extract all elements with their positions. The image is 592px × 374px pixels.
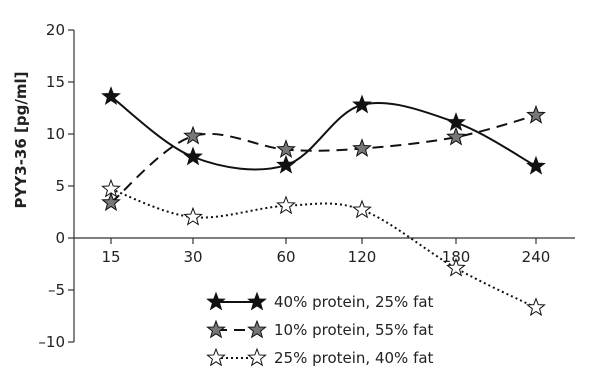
series-2-star-marker [352, 138, 372, 157]
legend-label: 40% protein, 25% fat [274, 293, 434, 311]
legend-star-icon [206, 319, 226, 339]
series-2-star-marker [276, 139, 296, 159]
series-2-star-marker [183, 125, 203, 145]
y-tick-label: 20 [46, 21, 65, 39]
y-tick-label: 5 [55, 177, 65, 195]
x-tick-label: 30 [183, 248, 202, 266]
axes: –10 –5 0 5 10 15 20 15 30 60 120 180 240 [38, 21, 575, 351]
series-1-line [110, 95, 537, 171]
series-3-star-marker [352, 199, 372, 219]
y-tick-label: 10 [46, 125, 65, 143]
y-tick-label: 0 [55, 229, 65, 247]
series-markers [101, 86, 546, 317]
x-tick-label: 240 [522, 248, 551, 266]
series-3-star-marker [183, 206, 203, 226]
x-tick-label: 15 [101, 248, 120, 266]
y-tick-label: –10 [38, 333, 65, 351]
series-3-line [110, 188, 537, 309]
legend-label: 10% protein, 55% fat [274, 321, 434, 339]
y-tick-label: –5 [48, 281, 65, 299]
series-1-star-marker [352, 94, 372, 114]
series-1-star-marker [101, 86, 121, 105]
legend-star-icon [206, 347, 226, 367]
y-axis-label: PYY3-36 [pg/ml] [12, 72, 30, 209]
series-2-star-marker [446, 126, 466, 146]
x-tick-label: 120 [348, 248, 377, 266]
series-1-star-marker [276, 154, 296, 174]
series-3-star-marker [101, 178, 121, 198]
series-3-star-marker [276, 195, 296, 215]
series-3-star-marker [526, 297, 546, 317]
series-lines [110, 95, 537, 309]
legend-star-icon [206, 291, 226, 311]
legend-star-icon [247, 291, 267, 311]
series-1-star-marker [446, 112, 466, 131]
y-tick-label: 15 [46, 73, 65, 91]
series-2-star-marker [101, 192, 121, 212]
legend-star-icon [247, 319, 267, 339]
series-2-line [110, 114, 537, 204]
legend-star-icon [247, 347, 267, 367]
series-1-star-marker [183, 146, 203, 166]
x-tick-label: 60 [276, 248, 295, 266]
legend: 40% protein, 25% fat 10% protein, 55% fat… [206, 291, 434, 367]
series-3-star-marker [446, 257, 466, 277]
series-2-star-marker [526, 104, 546, 124]
legend-label: 25% protein, 40% fat [274, 349, 434, 367]
series-1-star-marker [526, 155, 546, 175]
x-tick-label: 180 [442, 248, 471, 266]
